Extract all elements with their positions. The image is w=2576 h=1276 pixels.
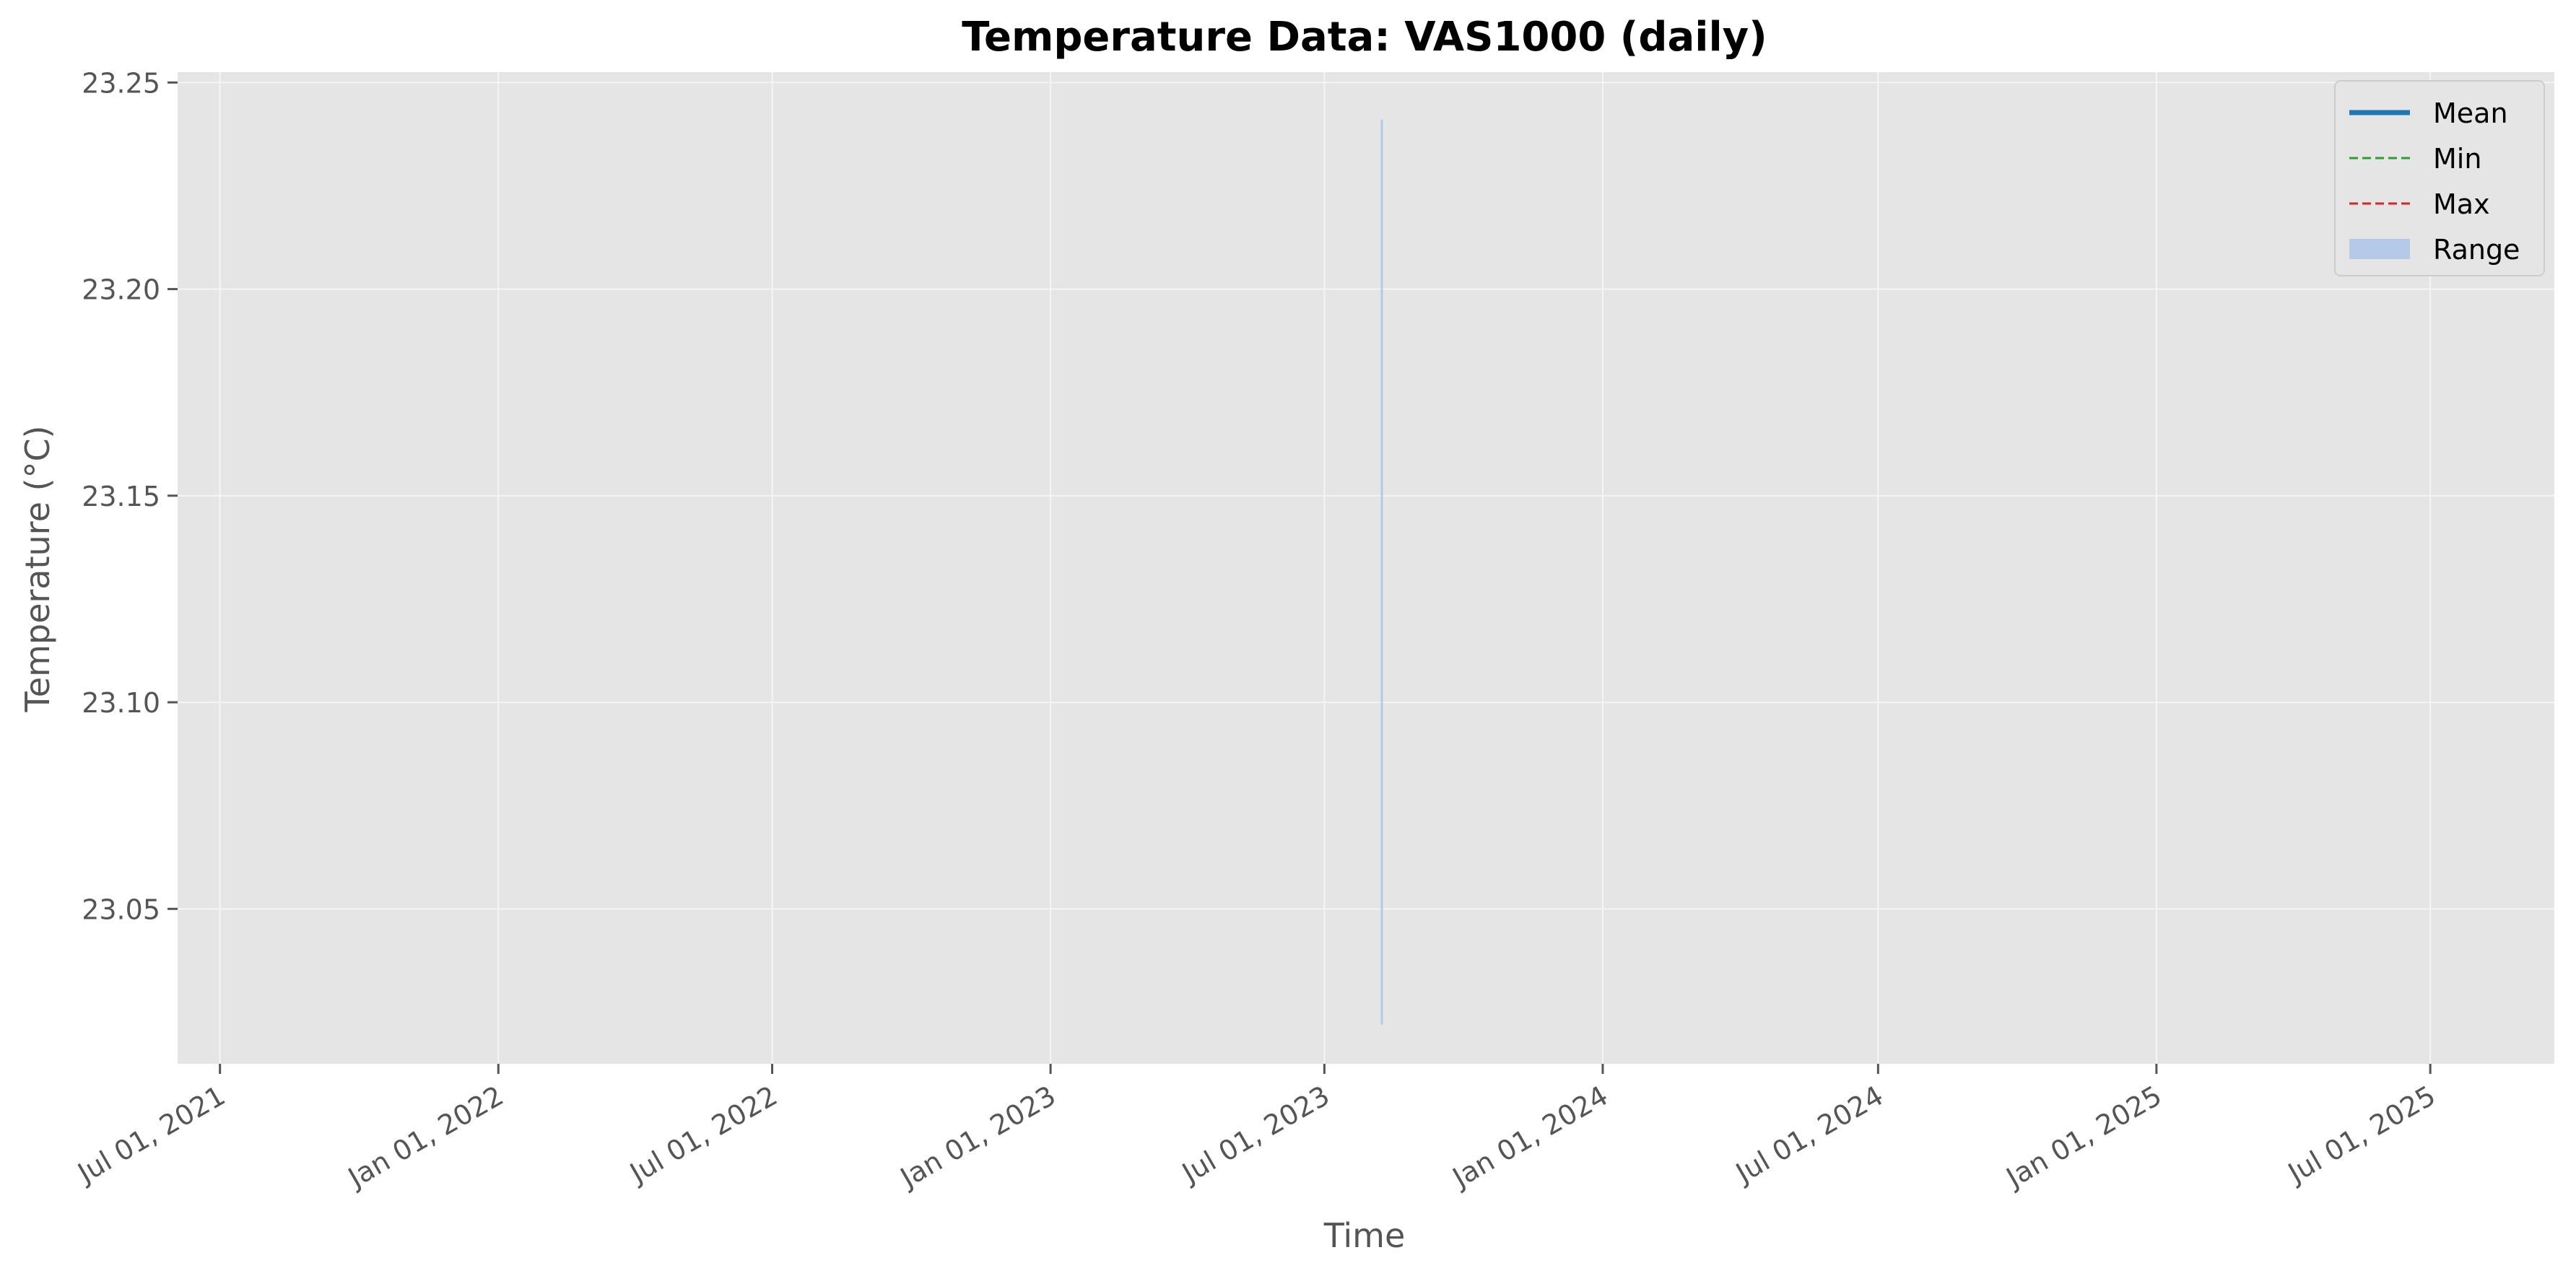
legend-max-label: Max (2433, 188, 2490, 220)
range-band (1380, 119, 1383, 1025)
legend-min-label: Min (2433, 143, 2481, 175)
y-axis-label: Temperature (°C) (18, 425, 57, 712)
legend-range-swatch (2349, 239, 2410, 259)
y-tick-label: 23.25 (82, 67, 160, 99)
legend-range-label: Range (2433, 234, 2520, 266)
y-tick-label: 23.20 (82, 274, 160, 306)
y-tick-label: 23.10 (82, 687, 160, 719)
x-axis-label: Time (1323, 1216, 1406, 1255)
chart-title: Temperature Data: VAS1000 (daily) (962, 14, 1767, 61)
data-layer (1380, 119, 1383, 1025)
y-tick-label: 23.15 (82, 481, 160, 512)
legend: Mean Min Max Range (2334, 80, 2545, 276)
legend-mean-label: Mean (2433, 97, 2508, 129)
plot-area (178, 72, 2554, 1064)
y-tick-label: 23.05 (82, 893, 160, 925)
legend-box (2334, 80, 2545, 276)
